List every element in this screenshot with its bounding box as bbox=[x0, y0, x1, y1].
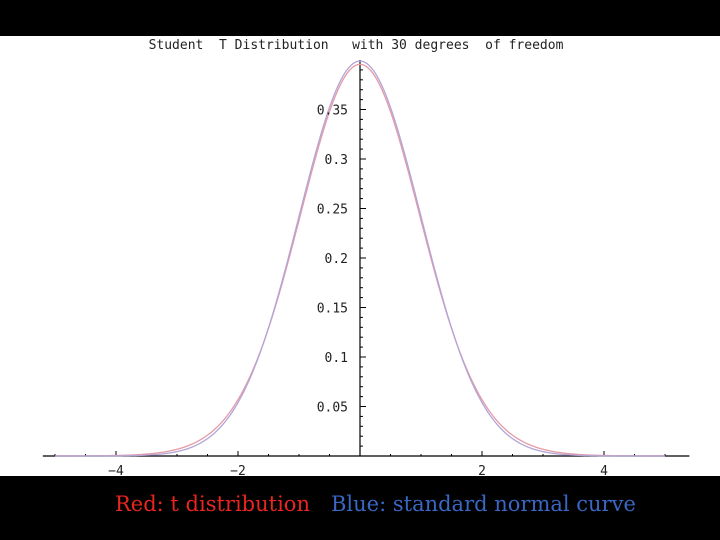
caption-normal-curve: Blue: standard normal curve bbox=[331, 492, 636, 516]
y-tick-label: 0.2 bbox=[325, 252, 348, 267]
x-tick-label: 4 bbox=[600, 464, 608, 476]
t-distribution-curve bbox=[55, 63, 665, 457]
curves bbox=[55, 60, 665, 457]
x-tick-label: 2 bbox=[478, 464, 486, 476]
plot-panel: Student T Distribution with 30 degrees o… bbox=[0, 36, 720, 476]
axes bbox=[42, 60, 690, 457]
y-tick-label: 0.3 bbox=[325, 153, 348, 168]
tick-labels: −4 −2 2 4 0.05 0.1 0.15 0.2 0.25 0.3 0.35 bbox=[108, 104, 608, 477]
x-tick-label: −2 bbox=[230, 464, 246, 476]
y-tick-label: 0.1 bbox=[325, 351, 348, 366]
chart-title: Student T Distribution with 30 degrees o… bbox=[149, 38, 564, 53]
y-tick-label: 0.05 bbox=[317, 401, 348, 416]
caption-t-distribution: Red: t distribution bbox=[115, 492, 310, 516]
x-tick-label: −4 bbox=[108, 464, 124, 476]
caption-bar: Red: t distribution Blue: standard norma… bbox=[0, 476, 720, 540]
y-tick-label: 0.25 bbox=[317, 203, 348, 218]
y-tick-label: 0.15 bbox=[317, 302, 348, 317]
distribution-chart: Student T Distribution with 30 degrees o… bbox=[42, 38, 690, 477]
normal-curve bbox=[55, 60, 665, 457]
y-tick-label: 0.35 bbox=[317, 104, 348, 119]
